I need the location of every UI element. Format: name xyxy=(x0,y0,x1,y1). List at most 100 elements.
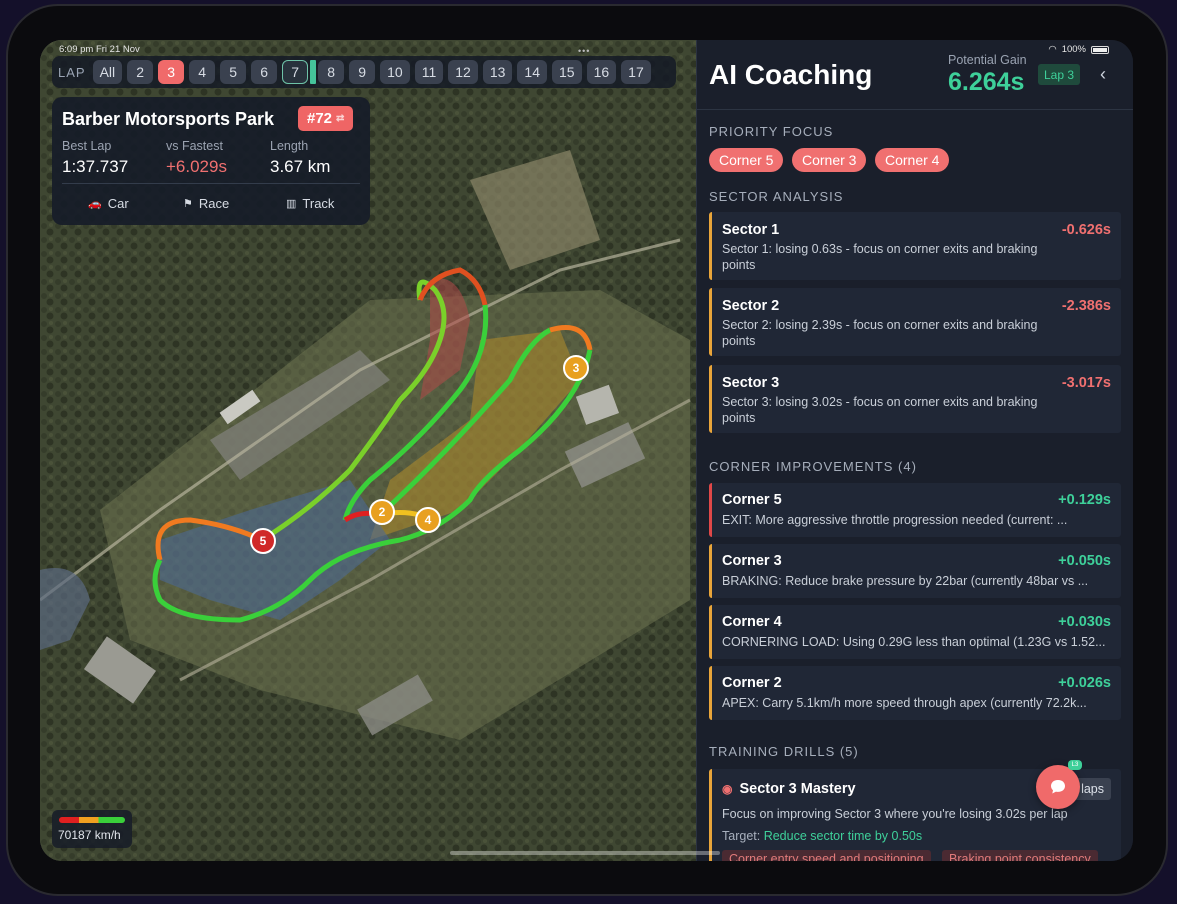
corner-marker-3[interactable]: 3 xyxy=(563,355,589,381)
corner-card[interactable]: Corner 4 +0.030s CORNERING LOAD: Using 0… xyxy=(709,605,1121,659)
corner-card[interactable]: Corner 2 +0.026s APEX: Carry 5.1km/h mor… xyxy=(709,666,1121,720)
chevron-left-icon: ‹ xyxy=(1100,64,1106,84)
lap-tag: Lap 3 xyxy=(1038,64,1081,85)
sector-card[interactable]: Sector 2 -2.386s Sector 2: losing 2.39s … xyxy=(709,288,1121,356)
drill-description: Focus on improving Sector 3 where you're… xyxy=(722,807,1068,821)
racing-car-icon: ◉ xyxy=(722,782,733,796)
collapse-panel-button[interactable]: ‹ xyxy=(1100,64,1106,85)
corner-name: Corner 3 xyxy=(722,553,782,569)
best-lap-label: Best Lap xyxy=(62,139,112,153)
drill-card[interactable]: ◉ Sector 3 Mastery 10 laps Focus on impr… xyxy=(709,769,1121,861)
vs-fastest-label: vs Fastest xyxy=(166,139,223,153)
lap-button-6[interactable]: 6 xyxy=(251,60,278,84)
sector-delta: -2.386s xyxy=(1061,298,1111,314)
lap-button-9[interactable]: 9 xyxy=(349,60,376,84)
lap-button-15[interactable]: 15 xyxy=(552,60,582,84)
sector-description: Sector 3: losing 3.02s - focus on corner… xyxy=(722,395,1038,425)
tab-track-label: Track xyxy=(302,196,335,211)
lap-button-8[interactable]: 8 xyxy=(318,60,345,84)
sector-analysis-title: SECTOR ANALYSIS xyxy=(709,189,844,204)
tab-race[interactable]: ⚑ Race xyxy=(183,196,229,211)
multitask-dots[interactable]: ••• xyxy=(578,46,591,56)
lap-button-2[interactable]: 2 xyxy=(127,60,154,84)
app-screen: 5 2 4 3 6:09 pm Fri 21 Nov ••• LAP All 2… xyxy=(40,40,1133,861)
lap-button-10[interactable]: 10 xyxy=(380,60,410,84)
corner-description: APEX: Carry 5.1km/h more speed through a… xyxy=(722,696,1087,710)
length-label: Length xyxy=(270,139,309,153)
corner-gain: +0.050s xyxy=(1058,553,1111,569)
chat-badge: L3 xyxy=(1068,760,1082,770)
corner-card[interactable]: Corner 5 +0.129s EXIT: More aggressive t… xyxy=(709,483,1121,537)
corner-marker-5[interactable]: 5 xyxy=(250,528,276,554)
tab-race-label: Race xyxy=(198,196,230,211)
home-indicator[interactable] xyxy=(450,851,720,855)
priority-chip-corner-3[interactable]: Corner 3 xyxy=(792,148,867,172)
priority-focus-title: PRIORITY FOCUS xyxy=(709,124,834,139)
car-number: #72 xyxy=(307,110,333,127)
sector-card[interactable]: Sector 3 -3.017s Sector 3: losing 3.02s … xyxy=(709,365,1121,433)
lap-label: LAP xyxy=(58,64,86,80)
corner-marker-4[interactable]: 4 xyxy=(415,507,441,533)
lap-button-16[interactable]: 16 xyxy=(586,60,617,84)
sector-name: Sector 3 xyxy=(722,375,780,391)
potential-gain-value: 6.264s xyxy=(948,68,1025,96)
track-name: Barber Motorsports Park xyxy=(62,109,275,129)
map-icon: ▥ xyxy=(286,198,297,210)
priority-chip-corner-4[interactable]: Corner 4 xyxy=(875,148,950,172)
corner-improvements-title: CORNER IMPROVEMENTS (4) xyxy=(709,459,917,474)
corner-marker-2[interactable]: 2 xyxy=(369,499,395,525)
drill-name: Sector 3 Mastery xyxy=(739,781,856,797)
corner-name: Corner 2 xyxy=(722,675,782,691)
tab-car[interactable]: 🚗 Car xyxy=(88,196,129,211)
vs-fastest-stat: vs Fastest +6.029s xyxy=(166,139,227,177)
drill-target-value: Reduce sector time by 0.50s xyxy=(763,829,923,843)
sector-card[interactable]: Sector 1 -0.626s Sector 1: losing 0.63s … xyxy=(709,212,1121,280)
lap-button-12[interactable]: 12 xyxy=(448,60,478,84)
lap-button-11[interactable]: 11 xyxy=(414,60,444,84)
status-time: 6:09 pm Fri 21 Nov xyxy=(59,44,140,55)
chat-assistant-button[interactable] xyxy=(1036,765,1080,809)
best-lap-value: 1:37.737 xyxy=(62,157,129,176)
corner-card[interactable]: Corner 3 +0.050s BRAKING: Reduce brake p… xyxy=(709,544,1121,598)
chat-bubble-icon xyxy=(1051,780,1065,794)
track-info-card: Barber Motorsports Park #72 ⇄ Best Lap 1… xyxy=(52,97,370,225)
sector-delta: -0.626s xyxy=(1061,222,1111,238)
corner-description: EXIT: More aggressive throttle progressi… xyxy=(722,513,1068,527)
vs-fastest-value: +6.029s xyxy=(166,157,227,176)
flag-icon: ⚑ xyxy=(183,198,193,210)
lap-button-5[interactable]: 5 xyxy=(220,60,247,84)
lap-selector: LAP All 2 3 4 5 6 7 8 9 10 11 12 13 14 1… xyxy=(52,56,676,88)
tab-track[interactable]: ▥ Track xyxy=(286,196,334,211)
lap-button-17[interactable]: 17 xyxy=(621,60,651,84)
wifi-icon: ◠ xyxy=(1048,44,1057,55)
priority-chip-corner-5[interactable]: Corner 5 xyxy=(709,148,784,172)
sector-name: Sector 1 xyxy=(722,222,780,238)
lap-button-3[interactable]: 3 xyxy=(158,60,185,84)
length-stat: Length 3.67 km xyxy=(270,139,330,177)
drill-title: ◉ Sector 3 Mastery xyxy=(722,781,856,797)
status-right: ◠ 100% xyxy=(1048,44,1109,55)
lap-button-14[interactable]: 14 xyxy=(517,60,547,84)
corner-description: CORNERING LOAD: Using 0.29G less than op… xyxy=(722,635,1106,649)
drill-focus-tag: Corner entry speed and positioning xyxy=(722,850,931,861)
satellite-map[interactable]: 5 2 4 3 6:09 pm Fri 21 Nov ••• LAP All 2… xyxy=(40,40,696,861)
corner-gain: +0.129s xyxy=(1058,492,1111,508)
corner-name: Corner 5 xyxy=(722,492,782,508)
lap-button-7[interactable]: 7 xyxy=(282,60,309,84)
sector-description: Sector 2: losing 2.39s - focus on corner… xyxy=(722,318,1038,348)
swap-icon: ⇄ xyxy=(336,113,345,124)
sector-description: Sector 1: losing 0.63s - focus on corner… xyxy=(722,242,1038,272)
drill-focus-tag: Braking point consistency xyxy=(942,850,1098,861)
best-lap-stat: Best Lap 1:37.737 xyxy=(62,139,128,177)
card-divider xyxy=(62,183,360,184)
speed-legend: 70187 km/h xyxy=(52,810,132,848)
car-number-badge[interactable]: #72 ⇄ xyxy=(298,106,354,131)
lap-button-4[interactable]: 4 xyxy=(189,60,216,84)
ai-coaching-panel: ◠ 100% AI Coaching Potential Gain 6.264s… xyxy=(696,40,1133,861)
lap-button-all[interactable]: All xyxy=(92,60,123,84)
sector-name: Sector 2 xyxy=(722,298,780,314)
corner-name: Corner 4 xyxy=(722,614,782,630)
lap-button-13[interactable]: 13 xyxy=(482,60,513,84)
panel-title: AI Coaching xyxy=(709,59,873,90)
drill-target-label: Target: xyxy=(722,829,761,843)
